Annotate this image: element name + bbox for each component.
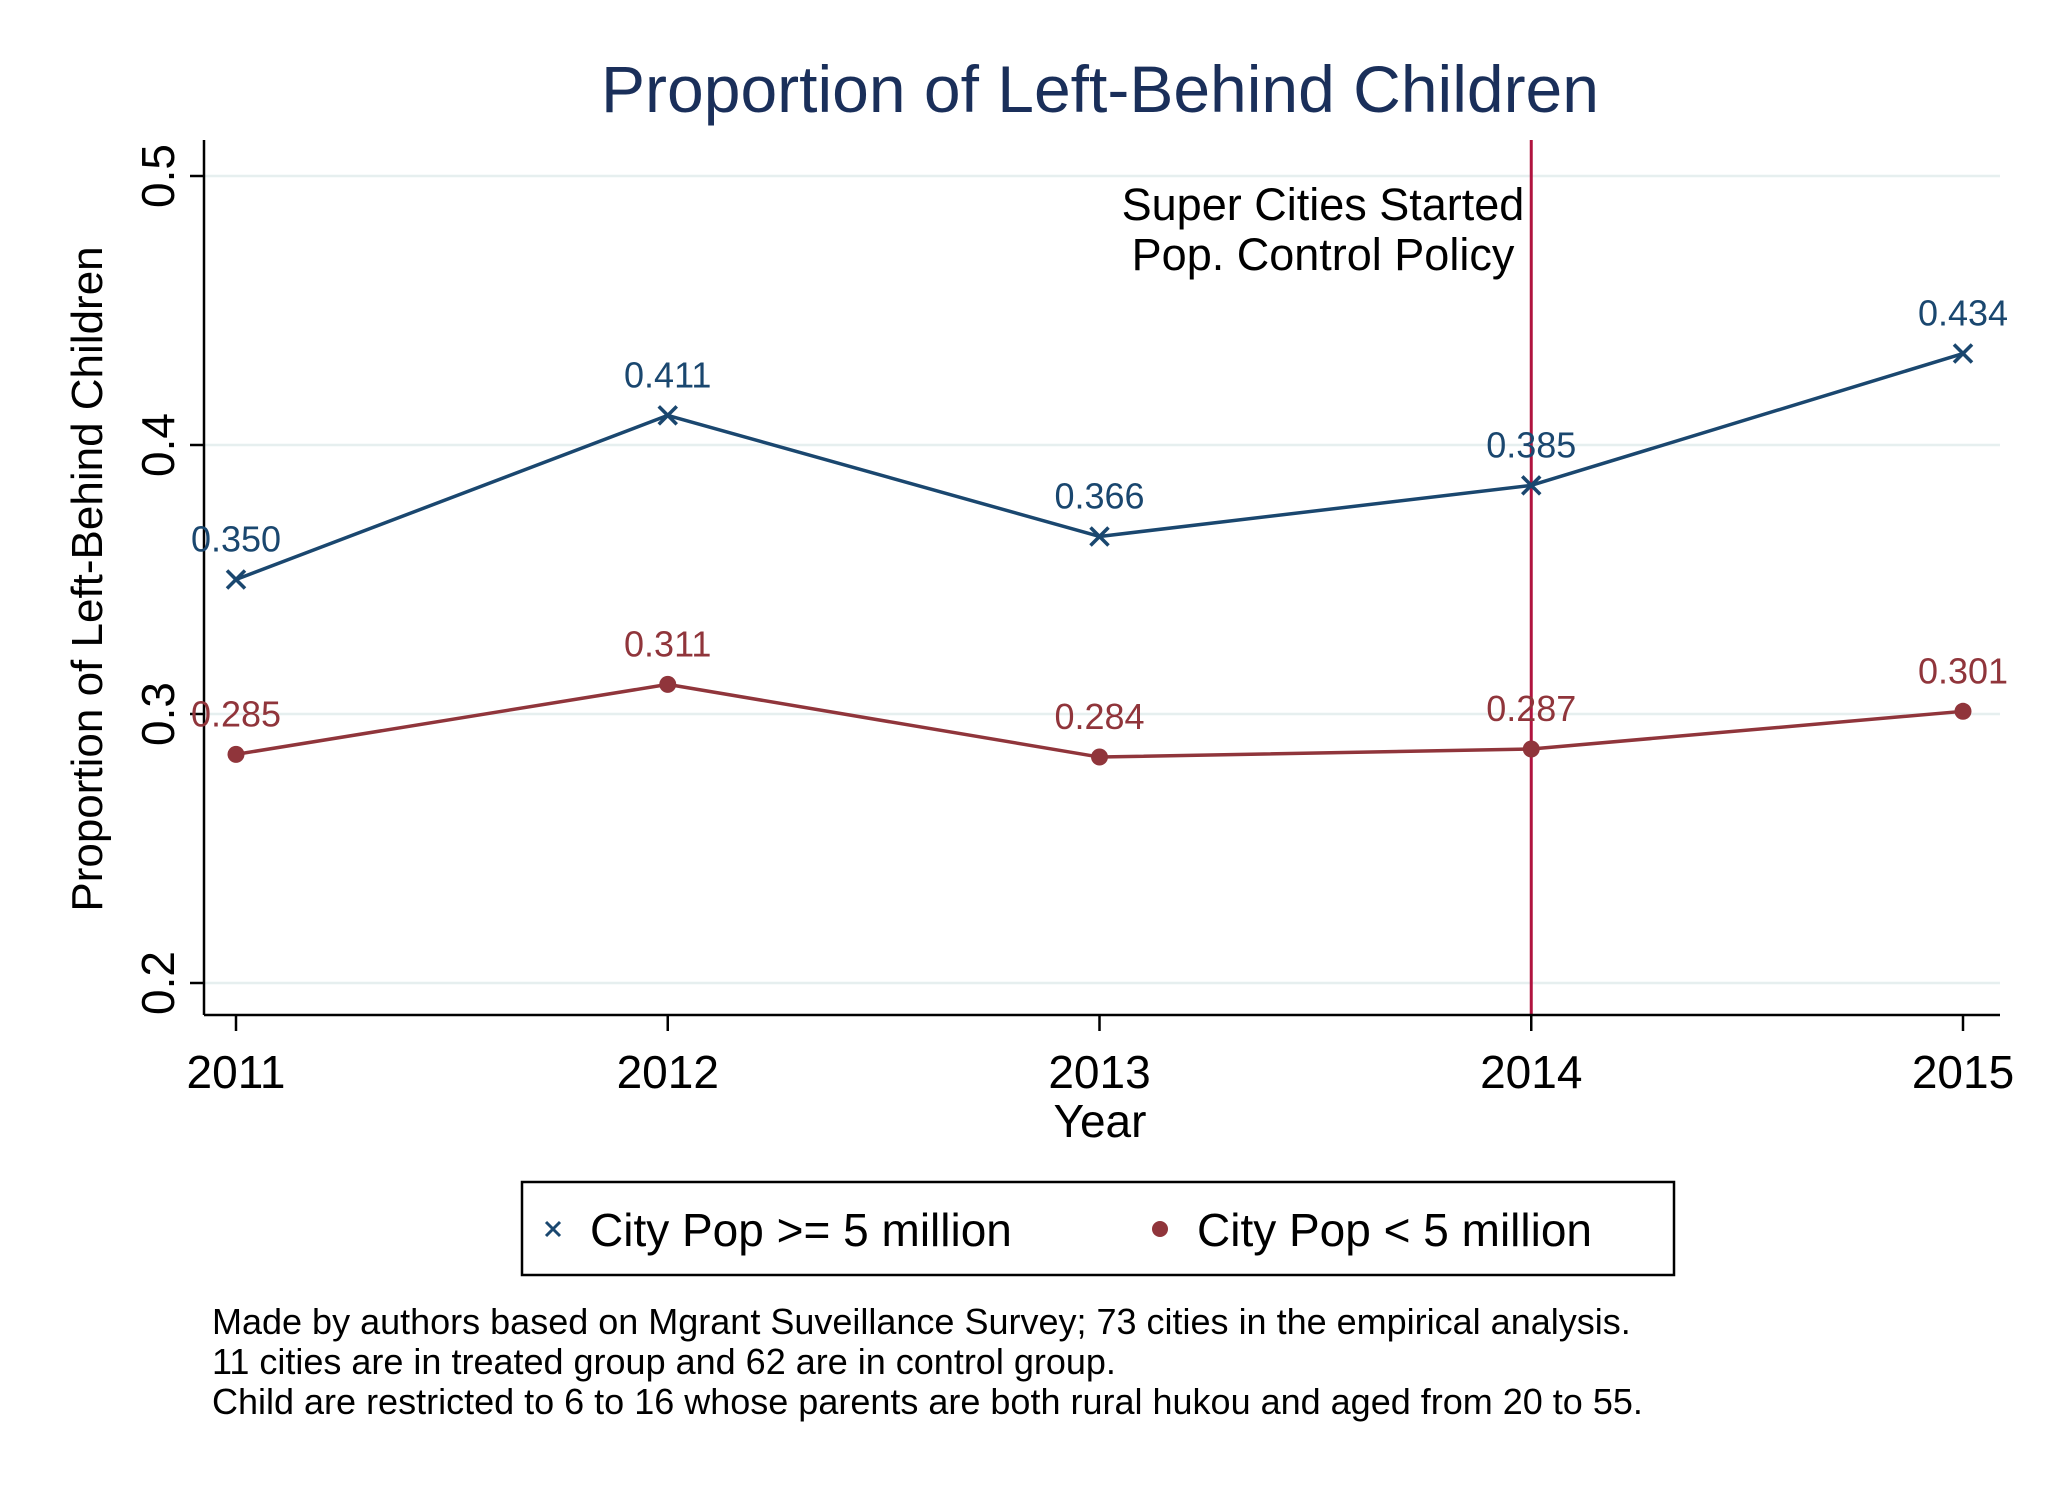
legend-label-small-cities: City Pop < 5 million [1197,1204,1592,1256]
y-axis-title: Proportion of Left-Behind Children [63,246,112,911]
reference-line-annotation: Super Cities Started Pop. Control Policy [1122,179,1525,280]
x-tick-label: 2014 [1480,1046,1582,1098]
x-tick-label: 2015 [1912,1046,2014,1098]
point-marker-x [1952,343,1974,364]
data-label: 0.434 [1918,293,2008,334]
legend-box [520,1180,1676,1277]
point-marker-x [1521,475,1542,496]
point-marker-x [225,569,247,590]
point-marker-circle [1954,702,1972,720]
data-label: 0.287 [1486,688,1576,729]
point-marker-circle [1091,748,1108,766]
data-label: 0.366 [1054,475,1144,516]
point-marker-x [1089,526,1110,547]
point-marker-circle [1522,740,1540,758]
data-label: 0.350 [191,519,281,560]
marker-stroke [225,569,247,590]
marker-stroke [1521,475,1542,496]
marker-stroke [1089,526,1110,547]
y-tick-label: 0.3 [132,682,184,746]
legend-marker-circle [1152,1221,1168,1237]
y-tick-label: 0.2 [132,951,184,1015]
x-tick-label: 2011 [187,1046,286,1098]
data-label: 0.385 [1486,424,1576,465]
y-tick-label: 0.5 [132,144,184,208]
data-label: 0.411 [624,354,711,395]
x-tick-label: 2012 [617,1046,719,1098]
data-label: 0.284 [1054,696,1144,737]
marker-stroke [657,405,678,426]
point-marker-circle [227,745,245,763]
reference-line-label-line-1: Super Cities Started [1122,179,1525,230]
data-labels: 0.350 0.411 0.366 0.385 0.434 0.285 0.311 0.284… [191,293,2008,737]
x-axis-title: Year [1054,1095,1147,1147]
marker-stroke [1952,343,1974,364]
chart-notes: Made by authors based on Mgrant Suveilla… [212,1301,1643,1422]
data-label: 0.285 [191,693,281,734]
data-label: 0.301 [1918,650,2008,691]
point-marker-circle [659,675,677,693]
gridlines [204,174,2000,985]
note-line-1: Made by authors based on Mgrant Suveilla… [212,1301,1631,1342]
reference-line-label-line-2: Pop. Control Policy [1132,229,1515,280]
note-line-2: 11 cities are in treated group and 62 ar… [212,1341,1116,1382]
point-marker-x [657,405,678,426]
chart-title: Proportion of Left-Behind Children [601,52,1599,126]
data-label: 0.311 [624,623,711,664]
note-line-3: Child are restricted to 6 to 16 whose pa… [212,1381,1643,1422]
x-tick-label: 2013 [1048,1046,1150,1098]
legend-marker-x [544,1220,562,1238]
series-group [225,343,1974,766]
y-tick-label: 0.4 [132,413,184,477]
legend: City Pop >= 5 million City Pop < 5 milli… [520,1180,1676,1277]
legend-label-large-cities: City Pop >= 5 million [590,1204,1012,1256]
axes: 0.2 0.3 0.4 0.5 2011 2012 2013 2014 2015 [132,140,2014,1098]
